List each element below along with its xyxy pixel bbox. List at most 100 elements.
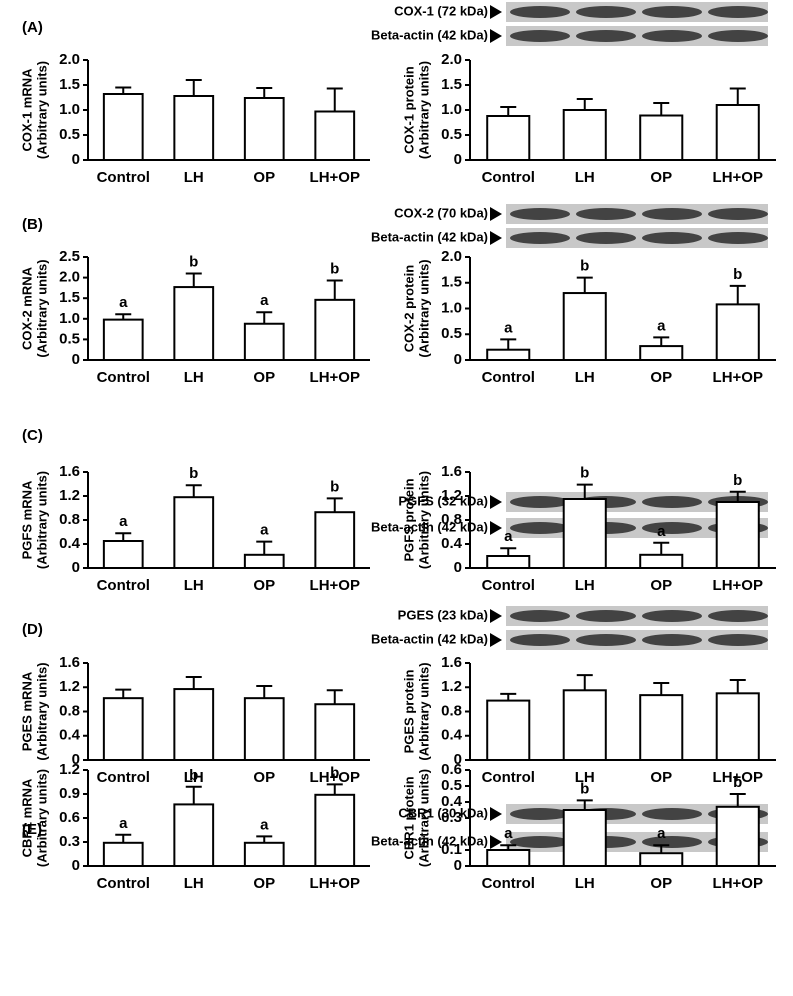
y-tick-label: 0 [454, 351, 462, 368]
y-tick-label: 1.5 [441, 274, 462, 291]
significance-letter: b [330, 478, 339, 495]
blot-arrow [490, 495, 502, 509]
significance-letter: a [260, 522, 269, 539]
y-tick-label: 0 [72, 559, 80, 576]
x-tick-label: Control [482, 369, 535, 386]
blot-label: CBR1 (30 kDa) [398, 805, 488, 820]
blot-strip [506, 2, 768, 22]
y-axis-label: COX-2 protein [401, 265, 416, 352]
significance-letter: a [260, 292, 269, 309]
blot-band [708, 232, 768, 244]
blot-arrow [490, 609, 502, 623]
panel-label: (E) [22, 821, 42, 838]
x-tick-label: Control [97, 169, 150, 186]
x-tick-label: OP [650, 577, 672, 594]
significance-letter: a [657, 825, 666, 842]
x-tick-label: Control [97, 875, 150, 892]
blot-band [642, 6, 702, 18]
bar [314, 793, 356, 867]
x-tick-label: LH [184, 769, 204, 786]
blot-band [576, 208, 636, 220]
x-tick-label: Control [97, 369, 150, 386]
blot-arrow [490, 633, 502, 647]
y-tick-label: 2.0 [59, 51, 80, 68]
bar [173, 496, 215, 570]
blot-band [576, 232, 636, 244]
significance-letter: a [657, 523, 666, 540]
x-tick-label: LH [184, 169, 204, 186]
blot-arrow [490, 807, 502, 821]
bar [639, 694, 684, 761]
y-tick-label: 0 [454, 751, 462, 768]
x-tick-label: LH [575, 369, 595, 386]
x-tick-label: LH [184, 875, 204, 892]
significance-letter: a [504, 825, 513, 842]
y-tick-label: 0.6 [59, 809, 80, 826]
x-tick-label: Control [482, 577, 535, 594]
blot-label: PGFS (32 kDa) [398, 493, 488, 508]
y-axis-label: CBR1 protein [401, 776, 416, 859]
y-axis-label: (Arbitrary units) [416, 769, 431, 867]
blot-label: Beta-actin (42 kDa) [371, 519, 488, 534]
significance-letter: b [580, 780, 589, 797]
y-tick-label: 0.5 [59, 126, 80, 143]
x-tick-label: OP [650, 769, 672, 786]
y-tick-label: 0.1 [441, 841, 462, 858]
bar [486, 555, 531, 569]
x-tick-label: OP [253, 875, 275, 892]
y-axis-label: COX-1 protein [401, 66, 416, 153]
y-axis-label: PGES mRNA [19, 671, 34, 751]
y-tick-label: 0 [454, 151, 462, 168]
bar [562, 809, 607, 867]
y-axis-label: (Arbitrary units) [34, 769, 49, 867]
blot-label: COX-1 (72 kDa) [394, 3, 488, 18]
bar [715, 501, 760, 569]
blot-arrow [490, 5, 502, 19]
y-tick-label: 1.5 [59, 76, 80, 93]
x-tick-label: OP [650, 875, 672, 892]
blot-band [642, 208, 702, 220]
blot-label: Beta-actin (42 kDa) [371, 27, 488, 42]
blot-band [510, 232, 570, 244]
blot-label: Beta-actin (42 kDa) [371, 229, 488, 244]
y-tick-label: 0.5 [441, 126, 462, 143]
significance-letter: b [330, 764, 339, 781]
significance-letter: b [733, 266, 742, 283]
bar [715, 104, 760, 161]
y-tick-label: 0.5 [441, 777, 462, 794]
y-tick-label: 1.2 [441, 678, 462, 695]
blot-strip [506, 606, 768, 626]
y-tick-label: 1.0 [441, 101, 462, 118]
blot-band [510, 6, 570, 18]
bar [102, 93, 144, 161]
panel-label: (A) [22, 19, 43, 36]
x-tick-label: OP [650, 169, 672, 186]
blot-label: Beta-actin (42 kDa) [371, 631, 488, 646]
significance-letter: a [504, 319, 513, 336]
x-tick-label: LH [575, 169, 595, 186]
y-tick-label: 0.3 [59, 833, 80, 850]
bar [173, 688, 215, 761]
x-tick-label: LH+OP [310, 875, 360, 892]
blot-arrow [490, 835, 502, 849]
bar [314, 703, 356, 761]
significance-letter: a [119, 513, 128, 530]
bar [715, 303, 760, 362]
bar [639, 852, 684, 868]
bar [314, 298, 356, 361]
x-tick-label: Control [482, 769, 535, 786]
y-tick-label: 1.5 [59, 289, 80, 306]
blot-band [510, 522, 570, 534]
significance-letter: b [580, 465, 589, 482]
x-tick-label: OP [253, 577, 275, 594]
blot-band [576, 30, 636, 42]
significance-letter: a [260, 816, 269, 833]
y-axis-label: (Arbitrary units) [34, 61, 49, 159]
blot-band [642, 496, 702, 508]
bar [243, 97, 285, 161]
y-axis-label: (Arbitrary units) [416, 61, 431, 159]
y-axis-label: CBR1 mRNA [19, 778, 34, 857]
x-tick-label: LH+OP [310, 369, 360, 386]
y-tick-label: 1.2 [59, 487, 80, 504]
x-tick-label: Control [482, 875, 535, 892]
